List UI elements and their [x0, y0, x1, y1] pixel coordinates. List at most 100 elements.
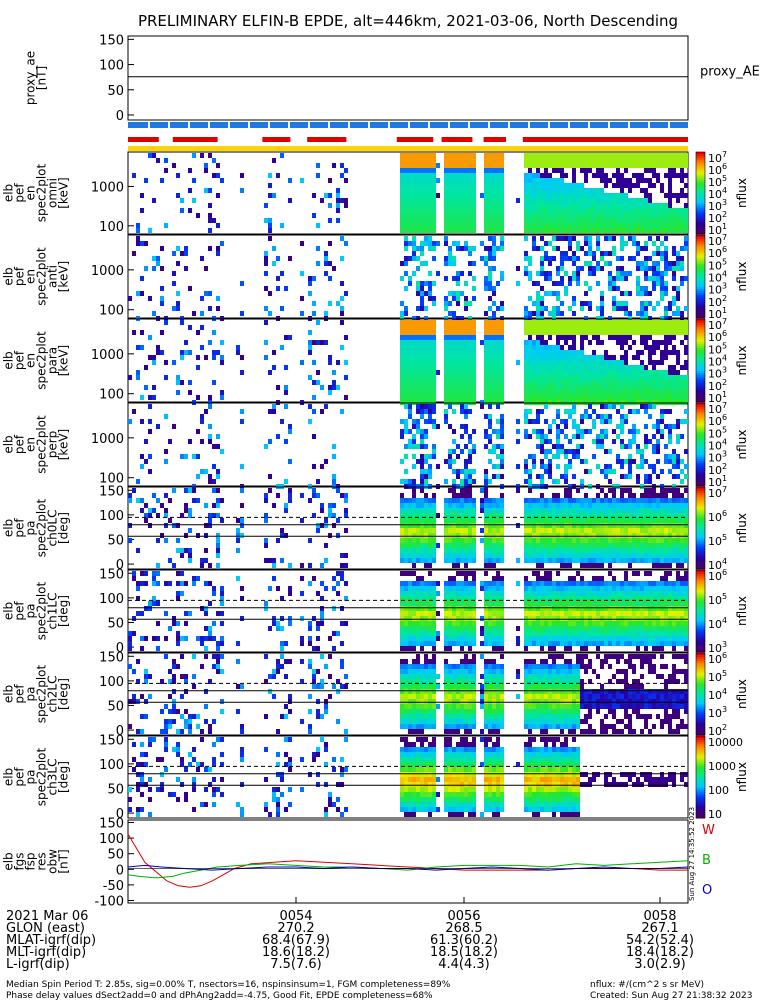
heatmap-cell	[668, 188, 672, 193]
heatmap-cell	[472, 444, 476, 449]
heatmap-cell	[416, 203, 420, 208]
heatmap-cell	[500, 335, 504, 340]
heatmap-cell	[444, 301, 448, 306]
heatmap-cell	[672, 548, 676, 553]
heatmap-cell	[488, 395, 492, 400]
heatmap-cell	[676, 311, 680, 316]
heatmap-cell	[640, 548, 644, 553]
heatmap-cell	[144, 365, 148, 370]
heatmap-cell	[160, 246, 164, 251]
heatmap-cell	[572, 203, 576, 208]
heatmap-cell	[452, 296, 456, 301]
heatmap-cell	[488, 508, 492, 513]
heatmap-cell	[420, 646, 424, 651]
heatmap-cell	[668, 370, 672, 375]
heatmap-cell	[660, 340, 664, 345]
heatmap-cell	[652, 281, 656, 286]
heatmap-cell	[448, 256, 452, 261]
heatmap-cell	[432, 543, 436, 548]
heatmap-cell	[556, 479, 560, 484]
heatmap-cell	[408, 325, 412, 330]
heatmap-cell	[172, 621, 176, 626]
heatmap-cell	[628, 385, 632, 390]
heatmap-cell	[620, 414, 624, 419]
heatmap-cell	[208, 601, 212, 606]
heatmap-cell	[592, 228, 596, 233]
colorbar-tick-label: 105	[708, 174, 727, 189]
heatmap-cell	[576, 203, 580, 208]
heatmap-cell	[572, 296, 576, 301]
heatmap-cell	[560, 198, 564, 203]
colorbar-step	[696, 368, 705, 372]
heatmap-cell	[620, 513, 624, 518]
heatmap-cell	[316, 646, 320, 651]
heatmap-cell	[644, 301, 648, 306]
heatmap-cell	[548, 513, 552, 518]
heatmap-cell	[620, 429, 624, 434]
colorbar-step	[696, 381, 705, 384]
heatmap-cell	[176, 306, 180, 311]
colorbar-step	[696, 162, 705, 165]
colorbar-step	[696, 247, 705, 251]
heatmap-cell	[404, 168, 408, 173]
heatmap-cell	[656, 153, 660, 158]
heatmap-cell	[524, 528, 528, 533]
heatmap-cell	[432, 641, 436, 646]
heatmap-cell	[404, 543, 408, 548]
heatmap-cell	[460, 223, 464, 228]
heatmap-cell	[196, 395, 200, 400]
colorbar-frame	[695, 234, 706, 319]
heatmap-cell	[456, 178, 460, 183]
heatmap-cell	[416, 606, 420, 611]
heatmap-cell	[656, 266, 660, 271]
heatmap-cell	[484, 548, 488, 553]
heatmap-cell	[400, 429, 404, 434]
heatmap-cell	[556, 153, 560, 158]
heatmap-cell	[640, 340, 644, 345]
heatmap-cell	[400, 528, 404, 533]
heatmap-cell	[412, 365, 416, 370]
heatmap-cell	[432, 493, 436, 498]
heatmap-cell	[176, 538, 180, 543]
heatmap-cell	[208, 439, 212, 444]
heatmap-cell	[676, 538, 680, 543]
heatmap-cell	[480, 508, 484, 513]
heatmap-cell	[332, 503, 336, 508]
heatmap-cell	[412, 395, 416, 400]
heatmap-cell	[664, 213, 668, 218]
heatmap-cell	[548, 449, 552, 454]
heatmap-cell	[596, 173, 600, 178]
heatmap-cell	[664, 320, 668, 325]
heatmap-cell	[564, 518, 568, 523]
heatmap-cell	[548, 256, 552, 261]
heatmap-cell	[552, 390, 556, 395]
heatmap-cell	[552, 236, 556, 241]
heatmap-cell	[128, 296, 132, 301]
heatmap-cell	[572, 261, 576, 266]
heatmap-cell	[672, 158, 676, 163]
heatmap-cell	[560, 256, 564, 261]
heatmap-cell	[684, 409, 688, 414]
heatmap-cell	[580, 508, 584, 513]
heatmap-cell	[600, 320, 604, 325]
heatmap-cell	[564, 503, 568, 508]
heatmap-cell	[532, 153, 536, 158]
heatmap-cell	[572, 178, 576, 183]
heatmap-cell	[484, 208, 488, 213]
heatmap-cell	[488, 538, 492, 543]
heatmap-cell	[668, 163, 672, 168]
heatmap-cell	[624, 208, 628, 213]
heatmap-cell	[524, 158, 528, 163]
y-axis-label: elb	[2, 602, 16, 620]
heatmap-cell	[556, 375, 560, 380]
heatmap-cell	[584, 261, 588, 266]
heatmap-cell	[464, 503, 468, 508]
heatmap-cell	[416, 325, 420, 330]
heatmap-cell	[576, 449, 580, 454]
heatmap-cell	[416, 409, 420, 414]
heatmap-cell	[648, 498, 652, 503]
heatmap-cell	[172, 523, 176, 528]
heatmap-cell	[492, 198, 496, 203]
heatmap-cell	[668, 513, 672, 518]
heatmap-cell	[600, 538, 604, 543]
